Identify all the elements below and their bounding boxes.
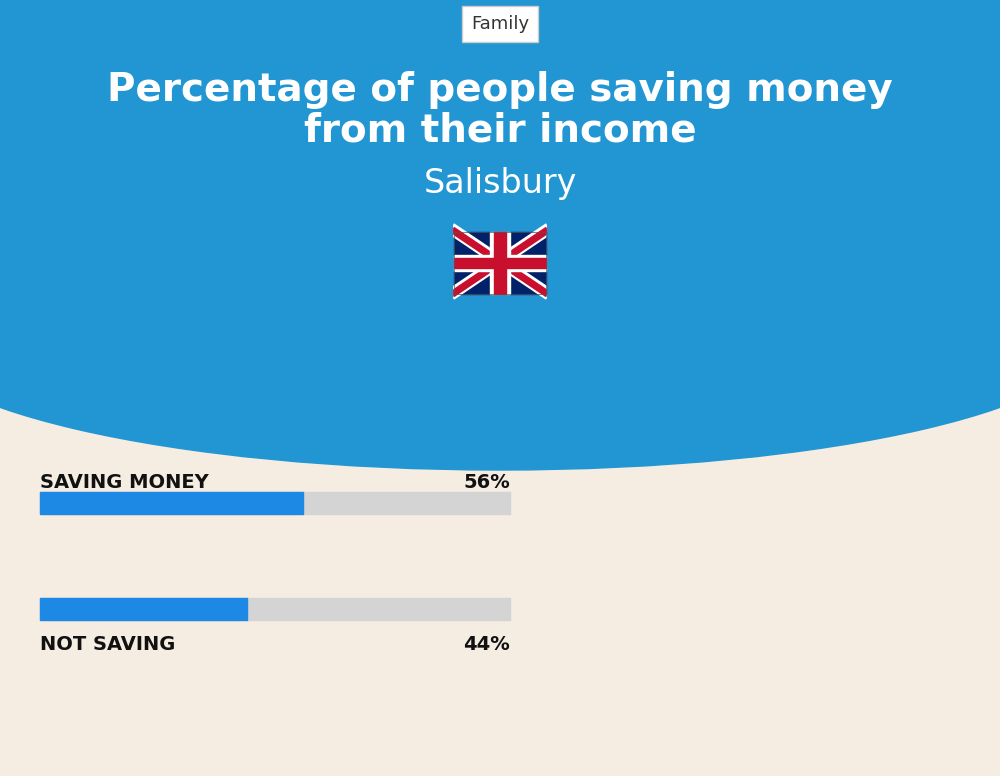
Polygon shape <box>454 233 546 298</box>
Polygon shape <box>454 227 546 292</box>
Polygon shape <box>454 234 546 299</box>
Polygon shape <box>454 228 546 293</box>
Text: Percentage of people saving money: Percentage of people saving money <box>107 71 893 109</box>
Text: from their income: from their income <box>304 112 696 150</box>
Polygon shape <box>454 230 546 293</box>
Bar <box>0 0 1000 330</box>
Polygon shape <box>454 230 546 295</box>
Polygon shape <box>454 230 546 295</box>
Bar <box>40 492 510 514</box>
Polygon shape <box>454 227 546 292</box>
Text: Family: Family <box>471 15 529 33</box>
Polygon shape <box>454 231 546 296</box>
Bar <box>454 258 546 268</box>
Polygon shape <box>454 233 546 296</box>
Polygon shape <box>454 231 546 296</box>
Polygon shape <box>454 228 546 293</box>
Bar <box>494 232 506 294</box>
Polygon shape <box>454 227 546 292</box>
Polygon shape <box>454 225 546 290</box>
Polygon shape <box>454 226 546 291</box>
Polygon shape <box>454 231 546 296</box>
Polygon shape <box>454 230 546 293</box>
Polygon shape <box>454 234 546 299</box>
Polygon shape <box>454 232 546 297</box>
Bar <box>490 232 510 294</box>
Polygon shape <box>454 231 546 296</box>
Polygon shape <box>454 225 546 290</box>
Polygon shape <box>454 224 546 289</box>
Polygon shape <box>454 224 546 289</box>
Bar <box>454 232 546 294</box>
Polygon shape <box>454 226 546 291</box>
Text: NOT SAVING: NOT SAVING <box>40 636 175 654</box>
Text: 56%: 56% <box>463 473 510 491</box>
Polygon shape <box>454 227 546 292</box>
Polygon shape <box>454 229 546 294</box>
Polygon shape <box>454 232 546 297</box>
Polygon shape <box>454 229 546 294</box>
Polygon shape <box>454 233 546 298</box>
Text: Salisbury: Salisbury <box>423 168 577 200</box>
Bar <box>454 232 546 294</box>
Text: SAVING MONEY: SAVING MONEY <box>40 473 209 491</box>
Bar <box>40 492 303 514</box>
Polygon shape <box>454 228 546 293</box>
Polygon shape <box>454 228 546 293</box>
Bar <box>40 598 510 620</box>
Text: 44%: 44% <box>463 636 510 654</box>
Bar <box>40 598 247 620</box>
Polygon shape <box>454 230 546 295</box>
Polygon shape <box>454 233 546 296</box>
Bar <box>454 255 546 271</box>
Ellipse shape <box>0 190 1000 470</box>
Polygon shape <box>454 230 546 295</box>
